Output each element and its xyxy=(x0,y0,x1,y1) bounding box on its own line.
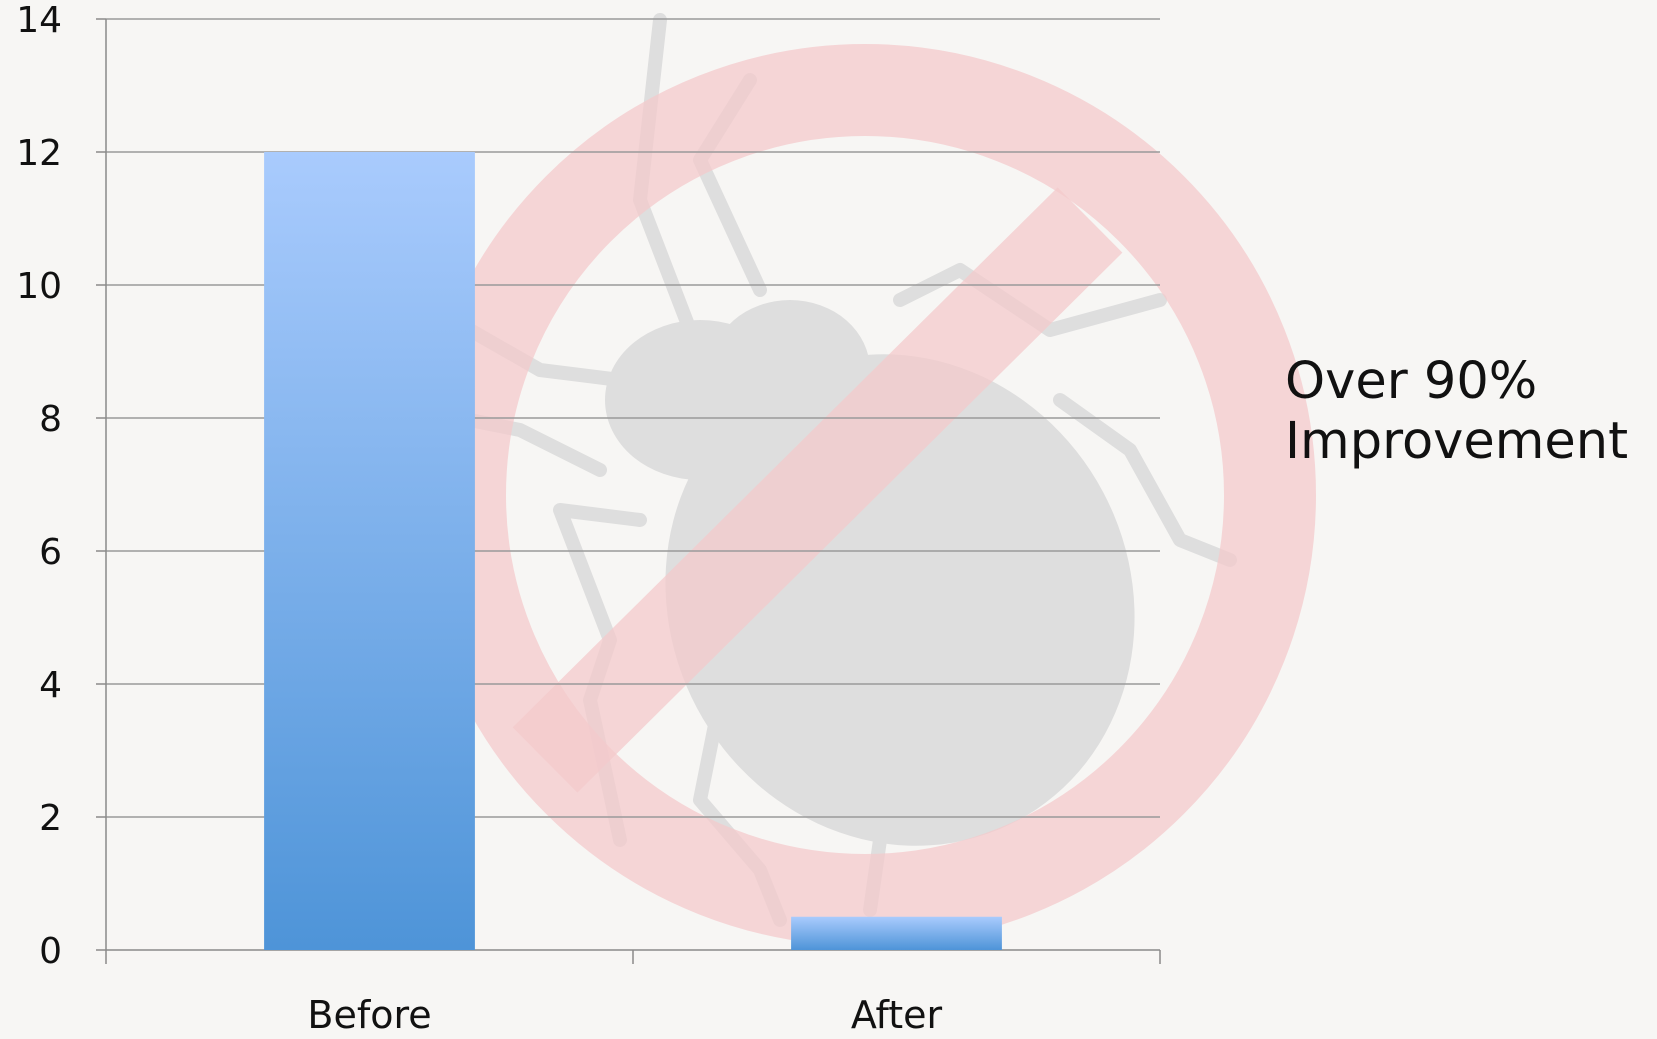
y-tick-label-2: 2 xyxy=(39,798,62,839)
y-tick-label-8: 8 xyxy=(39,399,62,440)
annotation-line-2: Improvement xyxy=(1285,412,1629,471)
y-tick-label-12: 12 xyxy=(16,133,62,174)
y-tick-label-14: 14 xyxy=(16,0,62,41)
no-bedbug-icon xyxy=(414,13,1316,946)
y-tick-label-10: 10 xyxy=(16,266,62,307)
x-category-label-after: After xyxy=(851,993,943,1037)
y-tick-label-6: 6 xyxy=(39,532,62,573)
y-tick-label-4: 4 xyxy=(39,665,62,706)
bar-before xyxy=(264,152,475,950)
x-category-label-before: Before xyxy=(307,993,431,1037)
y-tick-label-0: 0 xyxy=(39,931,62,972)
bars xyxy=(264,152,1002,950)
bar-after xyxy=(791,916,1002,950)
improvement-annotation: Over 90% Improvement xyxy=(1285,352,1628,472)
annotation-line-1: Over 90% xyxy=(1285,352,1538,411)
labels: 0 2 4 6 8 10 12 14 Before After xyxy=(16,0,942,1037)
